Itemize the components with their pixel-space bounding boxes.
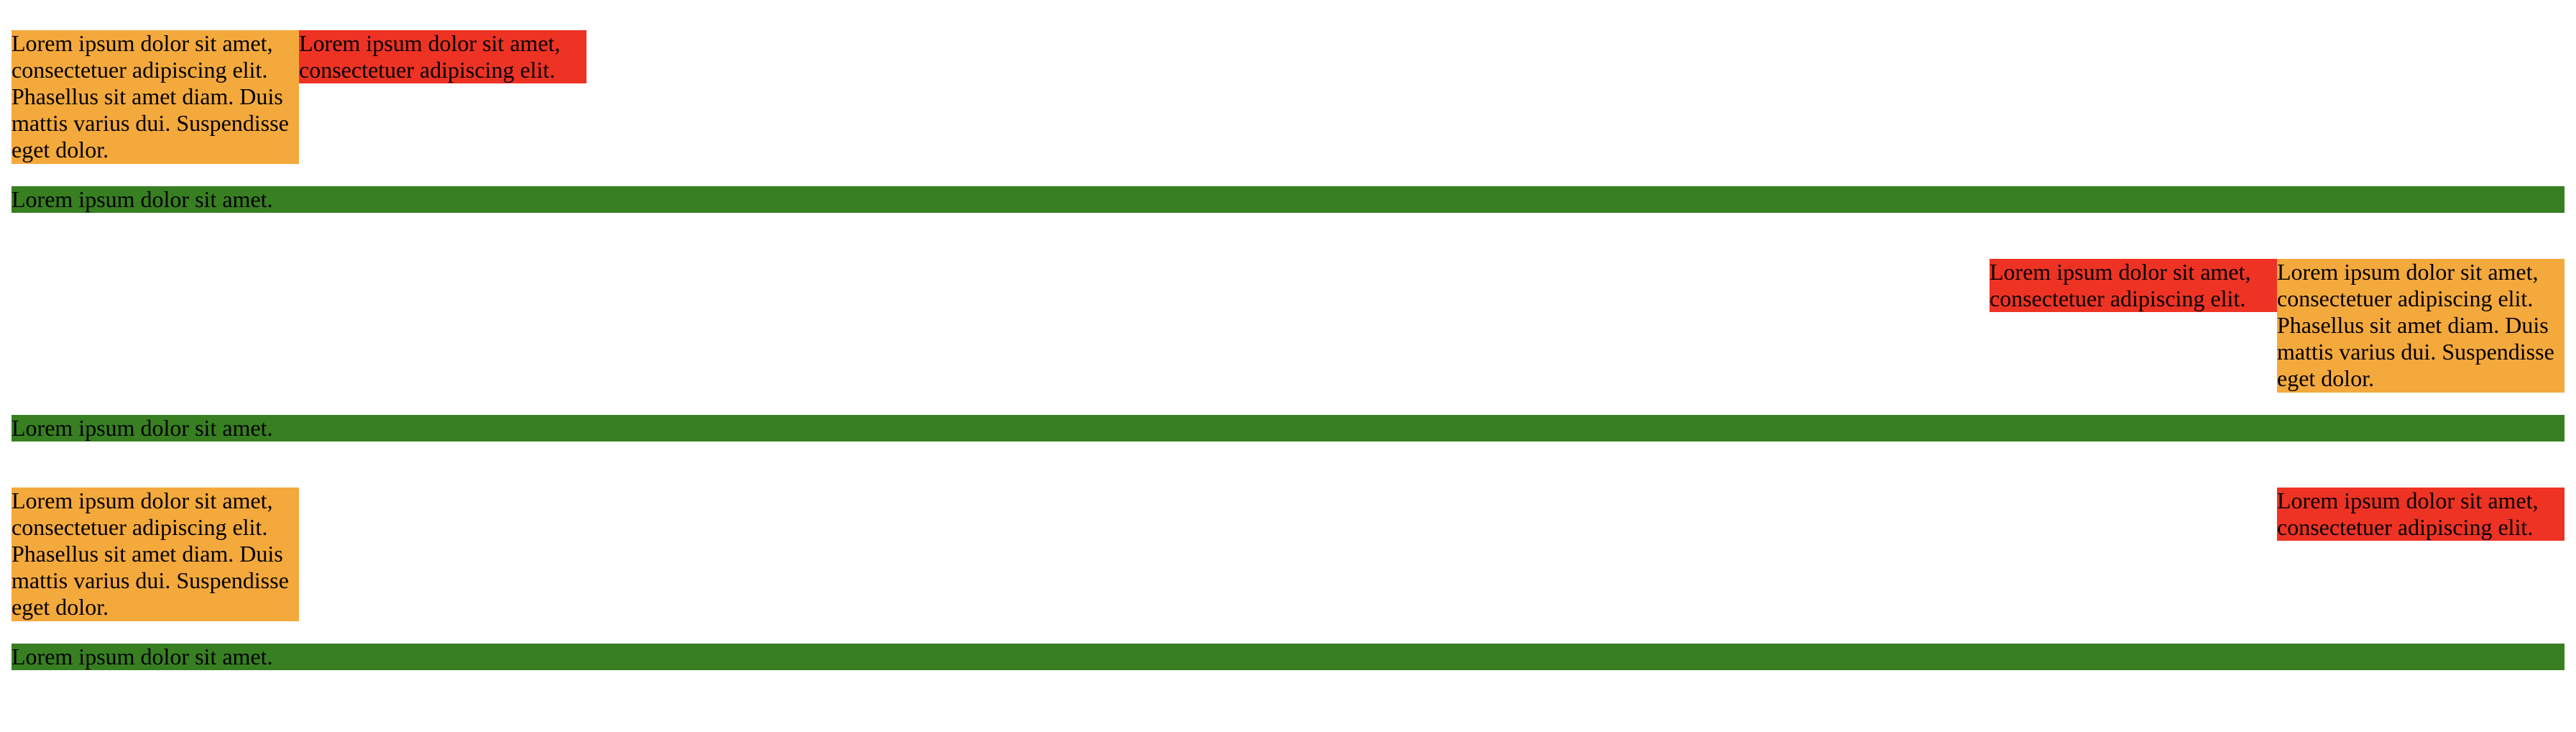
orange-long-text-block-1: Lorem ipsum dolor sit amet, consectetuer… <box>12 30 299 164</box>
red-short-text-block-1: Lorem ipsum dolor sit amet, consectetuer… <box>299 30 586 83</box>
green-bar-2: Lorem ipsum dolor sit amet. <box>12 415 2564 442</box>
orange-long-text-block-3: Lorem ipsum dolor sit amet, consectetuer… <box>12 488 299 621</box>
green-bar-3: Lorem ipsum dolor sit amet. <box>12 644 2564 670</box>
red-short-text-block-3: Lorem ipsum dolor sit amet, consectetuer… <box>2277 488 2564 541</box>
green-bar-1: Lorem ipsum dolor sit amet. <box>12 186 2564 213</box>
orange-long-text-block-2: Lorem ipsum dolor sit amet, consectetuer… <box>2277 259 2564 393</box>
red-short-text-block-2: Lorem ipsum dolor sit amet, consectetuer… <box>1990 259 2277 312</box>
